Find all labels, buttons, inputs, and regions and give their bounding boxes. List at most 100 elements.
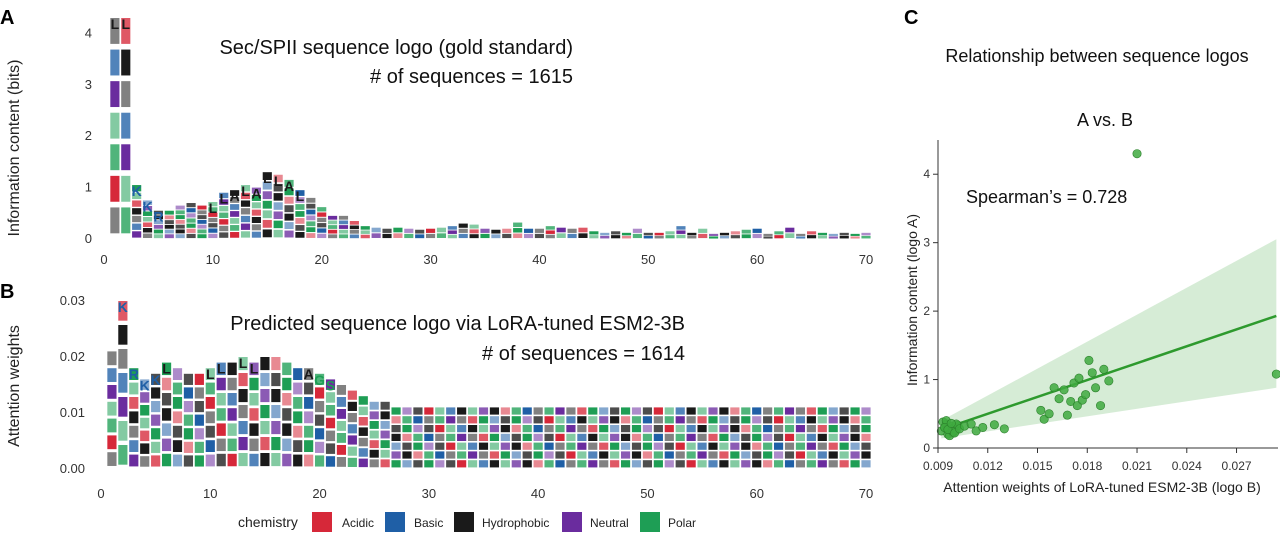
logo-block [578,233,588,238]
scatter-point [1054,394,1064,404]
logo-block [164,215,174,220]
logo-block [774,235,784,239]
logo-block [861,235,871,239]
logo-block [588,433,598,442]
logo-block [631,433,642,442]
logo-block [142,222,153,227]
panel-label-c: C [904,7,918,29]
logo-block [262,219,272,228]
logo-block [784,442,795,450]
logo-block [118,301,128,321]
logo-block [306,215,316,221]
logo-block [708,425,718,433]
logo-block [260,421,270,435]
logo-block [197,224,207,229]
logo-block [197,210,207,215]
logo-block [489,451,500,459]
logo-block [741,229,751,234]
logo-block [752,433,762,442]
logo-block [709,236,719,239]
logo-block [161,393,172,406]
chart-c-y-ticks: 0 1 2 3 4 [923,167,938,455]
logo-block [153,215,164,220]
logo-block [304,454,314,467]
logo-block [806,407,816,415]
logo-block [828,451,838,459]
logo-block [828,236,838,239]
logo-block [172,425,183,438]
logo-block [478,407,489,415]
logo-block [391,442,401,450]
logo-block [153,220,164,225]
chart-c-annotation: Spearman’s = 0.728 [966,187,1127,207]
logo-block [194,441,204,453]
logo-block [533,460,543,468]
logo-block [349,225,359,230]
logo-block [664,442,674,450]
logo-block [151,414,161,426]
logo-block [132,215,142,223]
logo-block [413,407,423,415]
logo-block [328,234,338,239]
logo-block [107,401,117,416]
logo-block [219,232,229,238]
logo-block [216,438,226,452]
logo-block [773,451,784,459]
logo-letter: R [153,209,163,225]
logo-block [566,442,576,450]
logo-block [698,233,708,239]
logo-block [784,407,795,415]
logo-block [260,453,270,467]
logo-block [251,231,261,238]
logo-block [687,232,697,236]
logo-block [238,453,248,467]
logo-letter: L [206,366,215,382]
logo-block [544,460,554,468]
logo-block [230,225,240,231]
x-tick-label: 60 [750,252,764,267]
logo-block [413,416,423,424]
logo-block [118,373,128,393]
logo-block [107,351,117,366]
chart-a-subtitle: # of sequences = 1615 [370,66,573,88]
logo-block [436,233,447,238]
scatter-point [1087,368,1097,378]
logo-block [142,205,153,211]
logo-block [500,451,510,459]
logo-block [435,416,445,424]
logo-block [186,218,196,223]
logo-block [654,232,664,236]
logo-block [839,433,849,442]
logo-block [325,430,336,442]
logo-block [129,425,139,438]
logo-block [151,441,161,453]
logo-block [110,112,120,139]
logo-block [238,373,248,387]
legend-label-acidic: Acidic [342,516,374,530]
logo-block [467,442,478,450]
logo-block [402,407,412,415]
chart-b-x-ticks: 0 10 20 30 40 50 60 70 [97,486,873,501]
logo-block [533,425,543,433]
logo-block [391,425,401,433]
logo-block [446,442,456,450]
logo-block [172,411,183,424]
y-tick-label: 4 [85,25,92,40]
logo-block [828,442,838,450]
logo-block [402,451,412,459]
logo-block [306,233,316,238]
logo-block [511,407,521,415]
logo-block [806,235,817,239]
logo-block [293,425,303,438]
logo-block [480,233,490,239]
logo-block [795,460,806,468]
logo-block [730,407,740,415]
logo-block [293,397,303,409]
logo-block [284,213,294,221]
logo-block [642,407,653,415]
logo-block [129,368,139,381]
logo-block [697,416,707,424]
logo-block [828,460,838,468]
logo-block [632,228,642,233]
logo-block [446,416,456,424]
